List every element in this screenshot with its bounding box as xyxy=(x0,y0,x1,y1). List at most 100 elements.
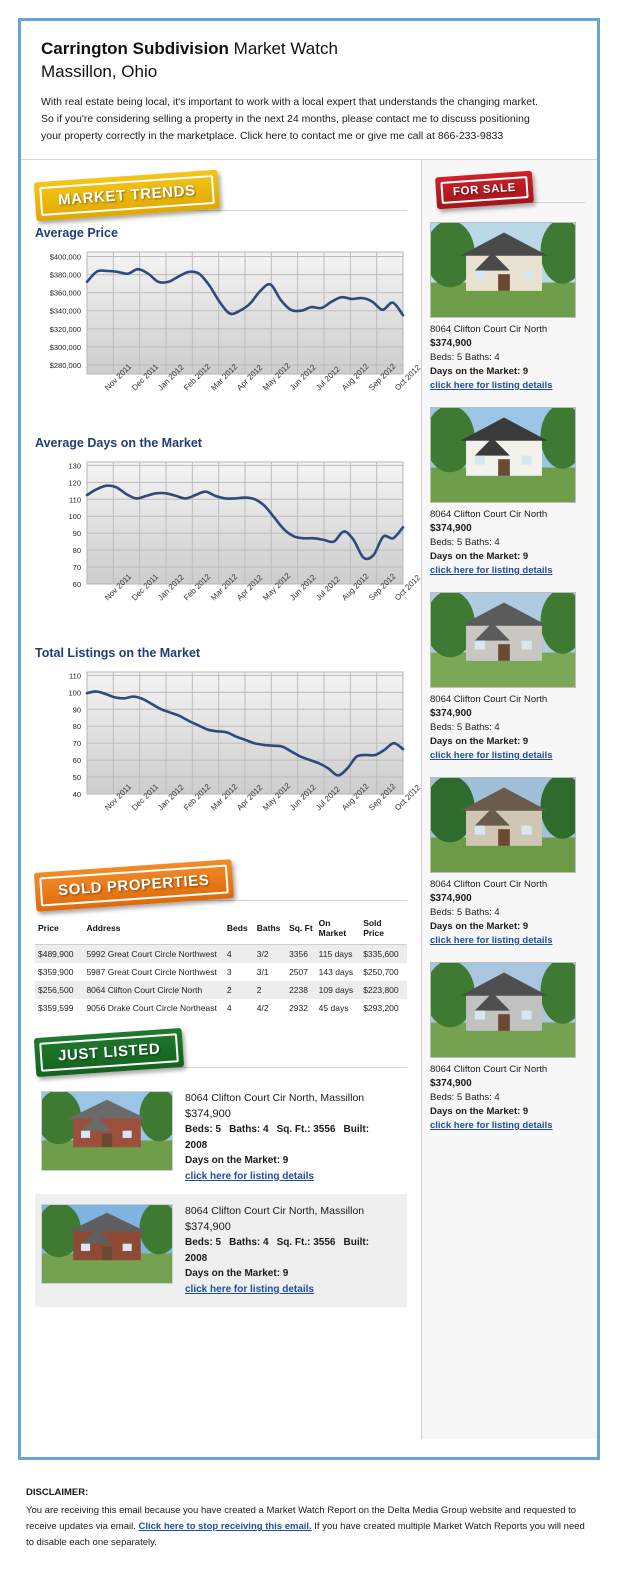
chart-title: Total Listings on the Market xyxy=(35,646,201,660)
for-sale-sidebar: FOR SALE 8064 Clifton Court Cir North $37… xyxy=(421,160,597,1439)
listing-sqft: Sq. Ft.: 3556 xyxy=(276,1124,336,1135)
svg-text:70: 70 xyxy=(73,739,81,748)
svg-text:$280,000: $280,000 xyxy=(50,361,81,370)
unsubscribe-link[interactable]: Click here to stop receiving this email. xyxy=(138,1521,312,1532)
listing-photo[interactable] xyxy=(430,592,576,688)
just-listed-item[interactable]: 8064 Clifton Court Cir North, Massillon $… xyxy=(35,1194,407,1307)
table-cell: 4 xyxy=(226,1003,232,1013)
listing-info: 8064 Clifton Court Cir North $374,900 Beds… xyxy=(430,323,589,393)
listing-details-link[interactable]: click here for listing details xyxy=(430,565,553,576)
section-divider xyxy=(35,210,407,211)
listing-days-on-market: Days on the Market: 9 xyxy=(430,366,529,377)
listing-days-on-market: Days on the Market: 9 xyxy=(430,736,529,747)
chart-title: Average Price xyxy=(35,226,118,240)
svg-text:$380,000: $380,000 xyxy=(50,271,81,280)
for-sale-item[interactable]: 8064 Clifton Court Cir North $374,900 Beds… xyxy=(430,588,589,773)
listing-photo[interactable] xyxy=(430,407,576,503)
table-column-header: Sq. Ft xyxy=(286,914,316,945)
listing-sqft: Sq. Ft.: 3556 xyxy=(276,1237,336,1248)
listing-info: 8064 Clifton Court Cir North $374,900 Beds… xyxy=(430,693,589,763)
svg-text:50: 50 xyxy=(73,773,81,782)
chart-total-listings: Total Listings on the Market 40 50 60 70 80 9… xyxy=(21,646,422,850)
for-sale-item[interactable]: 8064 Clifton Court Cir North $374,900 Beds… xyxy=(430,958,589,1143)
just-listed-section-header: JUST LISTED xyxy=(21,1027,421,1078)
disclaimer-text-after: If you have created multiple Market Watc… xyxy=(26,1521,585,1548)
table-column-header: Address xyxy=(83,914,224,945)
market-trends-badge-label: MARKET TRENDS xyxy=(39,174,215,217)
table-column-header: On Market xyxy=(315,914,361,945)
listing-details-link[interactable]: click here for listing details xyxy=(430,935,553,946)
chart-x-axis-labels: Nov 2011 Dec 2011 Jan 2012 Feb 2012 Mar 2012… xyxy=(87,571,422,640)
table-cell: 2238 xyxy=(289,985,308,995)
table-cell: 45 days xyxy=(318,1003,349,1013)
listing-address: 8064 Clifton Court Cir North, Massillon xyxy=(185,1205,365,1217)
svg-text:40: 40 xyxy=(73,790,81,799)
for-sale-badge: FOR SALE xyxy=(435,170,534,210)
listing-details-link[interactable]: click here for listing details xyxy=(185,1170,314,1182)
for-sale-item[interactable]: 8064 Clifton Court Cir North $374,900 Beds… xyxy=(430,403,589,588)
listing-specs: Beds: 5 Baths: 4 Sq. Ft.: 3556 Built: 2008 xyxy=(185,1235,401,1266)
listing-details-link[interactable]: click here for listing details xyxy=(185,1283,314,1295)
listing-baths: Baths: 4 xyxy=(229,1237,269,1248)
table-header-row: Price Address Beds Baths Sq. Ft On Market Sold… xyxy=(35,914,407,945)
table-row: $359,900 5987 Great Court Circle Northwes… xyxy=(35,963,407,981)
listing-photo[interactable] xyxy=(430,222,576,318)
sold-properties-badge: SOLD PROPERTIES xyxy=(33,859,234,912)
market-trends-section-header: MARKET TRENDS xyxy=(21,169,421,222)
listing-details-link[interactable]: click here for listing details xyxy=(430,1120,553,1131)
chart-x-axis-labels: Nov 2011 Dec 2011 Jan 2012 Feb 2012 Mar 2012… xyxy=(87,361,422,430)
table-cell: $359,900 xyxy=(38,967,74,977)
table-cell: 8064 Clifton Court Circle North xyxy=(86,985,203,995)
svg-text:70: 70 xyxy=(73,563,81,572)
listing-price: $374,900 xyxy=(430,338,472,349)
listing-beds-baths: Beds: 5 Baths: 4 xyxy=(430,722,500,733)
svg-text:120: 120 xyxy=(68,478,81,487)
listing-specs: Beds: 5 Baths: 4 Sq. Ft.: 3556 Built: 2008 xyxy=(185,1122,401,1153)
svg-text:$320,000: $320,000 xyxy=(50,325,81,334)
listing-price: $374,900 xyxy=(185,1107,231,1120)
listing-price: $374,900 xyxy=(430,893,472,904)
table-cell: 2507 xyxy=(289,967,308,977)
chart-average-price: Average Price $280,000 $300,000 $320,000 $3… xyxy=(21,226,422,430)
table-column-header: Baths xyxy=(253,914,287,945)
report-card: Carrington Subdivision Market Watch Mass… xyxy=(18,18,600,1460)
svg-text:110: 110 xyxy=(69,671,81,680)
listing-address: 8064 Clifton Court Cir North xyxy=(430,324,548,335)
listing-address: 8064 Clifton Court Cir North, Massillon xyxy=(185,1092,365,1104)
for-sale-item[interactable]: 8064 Clifton Court Cir North $374,900 Beds… xyxy=(430,218,589,403)
svg-text:$360,000: $360,000 xyxy=(50,289,81,298)
listing-photo[interactable] xyxy=(41,1204,173,1284)
svg-text:60: 60 xyxy=(73,756,81,765)
chart-x-axis-labels: Nov 2011 Dec 2011 Jan 2012 Feb 2012 Mar 2012… xyxy=(87,781,422,850)
chart-avg-days-on-market: Average Days on the Market 60 70 80 90 100 11… xyxy=(21,436,422,640)
page-title: Carrington Subdivision Market Watch xyxy=(41,39,577,59)
table-cell: $489,900 xyxy=(38,949,74,959)
listing-beds-baths: Beds: 5 Baths: 4 xyxy=(430,537,500,548)
svg-text:80: 80 xyxy=(73,546,81,555)
for-sale-section-header: FOR SALE xyxy=(430,170,589,212)
sold-properties-table: Price Address Beds Baths Sq. Ft On Market Sold… xyxy=(35,914,407,1017)
listing-info: 8064 Clifton Court Cir North, Massillon $… xyxy=(185,1091,401,1184)
just-listed-badge-label: JUST LISTED xyxy=(39,1033,180,1072)
page-title-bold: Carrington Subdivision xyxy=(41,39,229,58)
chart-plot-area: $280,000 $300,000 $320,000 $340,000 $360,000… xyxy=(35,246,407,386)
table-row: $489,900 5992 Great Court Circle Northwes… xyxy=(35,944,407,963)
listing-photo[interactable] xyxy=(430,962,576,1058)
listing-photo[interactable] xyxy=(41,1091,173,1171)
table-cell: 2 xyxy=(256,985,262,995)
table-cell: 143 days xyxy=(318,967,354,977)
just-listed-list: 8064 Clifton Court Cir North, Massillon $… xyxy=(21,1081,421,1307)
listing-address: 8064 Clifton Court Cir North xyxy=(430,879,548,890)
disclaimer-heading: DISCLAIMER: xyxy=(26,1487,89,1498)
listing-photo[interactable] xyxy=(430,777,576,873)
listing-info: 8064 Clifton Court Cir North $374,900 Beds… xyxy=(430,508,589,578)
listing-days-on-market: Days on the Market: 9 xyxy=(430,921,529,932)
for-sale-item[interactable]: 8064 Clifton Court Cir North $374,900 Beds… xyxy=(430,773,589,958)
listing-address: 8064 Clifton Court Cir North xyxy=(430,509,548,520)
listing-built: Built: 2008 xyxy=(185,1124,370,1151)
just-listed-item[interactable]: 8064 Clifton Court Cir North, Massillon $… xyxy=(35,1081,407,1194)
chart-title: Average Days on the Market xyxy=(35,436,202,450)
listing-details-link[interactable]: click here for listing details xyxy=(430,380,553,391)
listing-details-link[interactable]: click here for listing details xyxy=(430,750,553,761)
page-subtitle: Massillon, Ohio xyxy=(41,62,158,81)
